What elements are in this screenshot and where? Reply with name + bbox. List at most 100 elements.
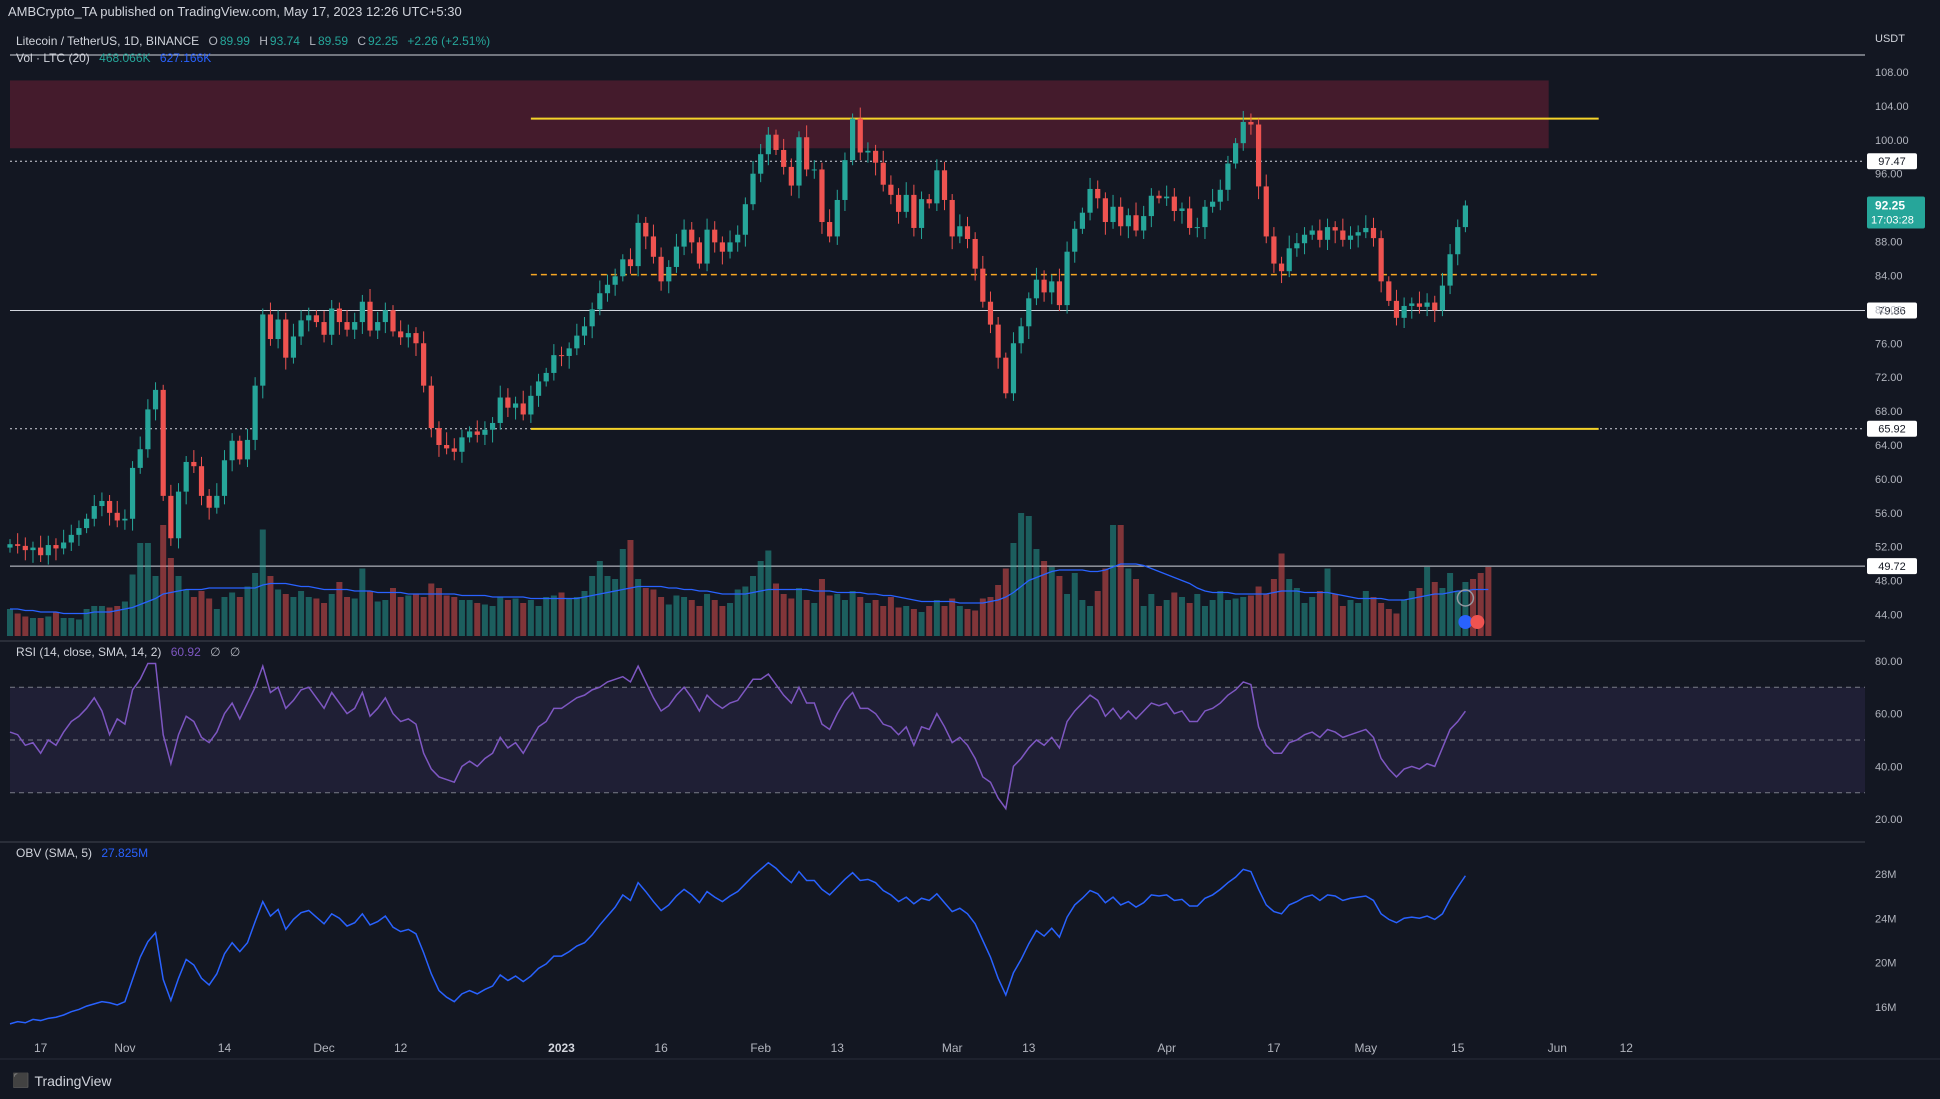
volume-bar: [527, 600, 534, 636]
volume-bar: [665, 604, 672, 636]
candle-body: [604, 284, 611, 294]
time-tick-label: 13: [831, 1041, 845, 1055]
publisher-header: AMBCrypto_TA published on TradingView.co…: [8, 4, 462, 19]
candle-body: [352, 322, 358, 330]
volume-bar: [1094, 591, 1101, 636]
candle-body: [918, 199, 925, 228]
volume-value: 468.066K: [99, 51, 151, 65]
volume-bar: [849, 591, 856, 636]
volume-bar: [1347, 600, 1354, 636]
volume-legend: Vol · LTC (20) 468.066K 627.166K: [16, 51, 213, 65]
volume-bar: [458, 600, 465, 636]
volume-bar: [367, 591, 374, 636]
volume-bar: [68, 618, 75, 636]
price-tick-label: 64.00: [1875, 440, 1903, 452]
candle-body: [834, 199, 840, 237]
time-tick-label: Dec: [313, 1041, 334, 1055]
volume-bar: [175, 576, 182, 636]
volume-bar: [520, 603, 527, 636]
candle-body: [689, 229, 695, 243]
price-legend: Litecoin / TetherUS, 1D, BINANCE O 89.99 …: [16, 34, 492, 48]
volume-bar: [742, 586, 749, 636]
volume-bar: [1332, 594, 1339, 636]
candle-body: [1439, 285, 1446, 311]
candle-body: [421, 343, 427, 386]
volume-bar: [1010, 543, 1017, 636]
tradingview-logo[interactable]: ⬛ TradingView: [12, 1072, 111, 1089]
price-axis-strip: [1865, 0, 1940, 1060]
volume-bar: [964, 609, 971, 636]
volume-bar: [995, 585, 1002, 636]
candle-body: [696, 242, 702, 264]
volume-bar: [1385, 609, 1392, 636]
volume-bar: [558, 592, 565, 636]
candle-body: [1164, 196, 1170, 199]
candle-body: [344, 322, 350, 330]
candle-body: [972, 238, 978, 269]
volume-bar: [7, 609, 13, 636]
candle-body: [160, 389, 166, 496]
time-tick-label: 12: [1620, 1041, 1634, 1055]
candle-body: [405, 333, 411, 338]
obv-tick-label: 20M: [1875, 958, 1896, 970]
volume-bar: [1025, 516, 1032, 636]
candle-body: [1010, 343, 1017, 394]
candle-body: [1033, 279, 1040, 299]
volume-bar: [321, 603, 328, 636]
volume-bar: [37, 618, 44, 636]
symbol-label: Litecoin / TetherUS, 1D, BINANCE: [16, 34, 200, 48]
volume-bar: [451, 597, 458, 636]
time-tick-label: Nov: [114, 1041, 135, 1055]
candle-body: [313, 315, 319, 323]
candle-body: [643, 222, 649, 237]
open-value: 89.99: [219, 34, 250, 48]
candle-body: [857, 118, 863, 153]
volume-bar: [420, 597, 427, 636]
volume-bar: [1048, 567, 1055, 636]
candle-body: [995, 324, 1001, 358]
volume-bar: [1416, 588, 1423, 636]
candle-body: [1255, 124, 1262, 187]
volume-bar: [190, 597, 197, 636]
volume-bar: [1201, 606, 1208, 636]
candle-body: [1455, 227, 1461, 255]
volume-bar: [1110, 525, 1117, 636]
candle-body: [627, 259, 634, 267]
candle-body: [137, 449, 143, 468]
candle-body: [229, 440, 235, 461]
candle-body: [497, 397, 503, 423]
volume-bar: [1439, 588, 1446, 636]
volume-label: Vol · LTC (20): [16, 51, 90, 65]
candle-body: [957, 226, 963, 237]
volume-bar: [681, 597, 688, 636]
volume-bar: [1270, 579, 1277, 636]
candle-body: [934, 170, 940, 204]
rsi-tick-label: 40.00: [1875, 761, 1903, 773]
candle-body: [336, 308, 342, 323]
volume-bar: [98, 606, 105, 636]
candle-body: [872, 150, 879, 163]
candle-body: [558, 355, 565, 357]
volume-bar: [22, 616, 29, 636]
volume-bar: [696, 606, 703, 636]
volume-bar: [1079, 600, 1086, 636]
volume-bar: [1209, 600, 1216, 636]
candle-body: [22, 545, 28, 551]
candle-body: [964, 226, 971, 239]
volume-bar: [298, 591, 305, 636]
candle-body: [742, 204, 748, 235]
volume-bar: [1462, 582, 1469, 636]
rsi-tick-label: 20.00: [1875, 814, 1903, 826]
volume-bar: [313, 598, 320, 636]
candle-body: [474, 431, 480, 435]
volume-bar: [167, 558, 174, 636]
candle-body: [658, 256, 664, 282]
volume-bar: [213, 609, 220, 636]
volume-bar: [1163, 600, 1170, 636]
obv-value: 27.825M: [101, 846, 149, 860]
volume-bar: [1408, 591, 1415, 636]
candle-body: [681, 229, 687, 247]
volume-bar: [267, 576, 274, 636]
candle-body: [398, 331, 404, 338]
